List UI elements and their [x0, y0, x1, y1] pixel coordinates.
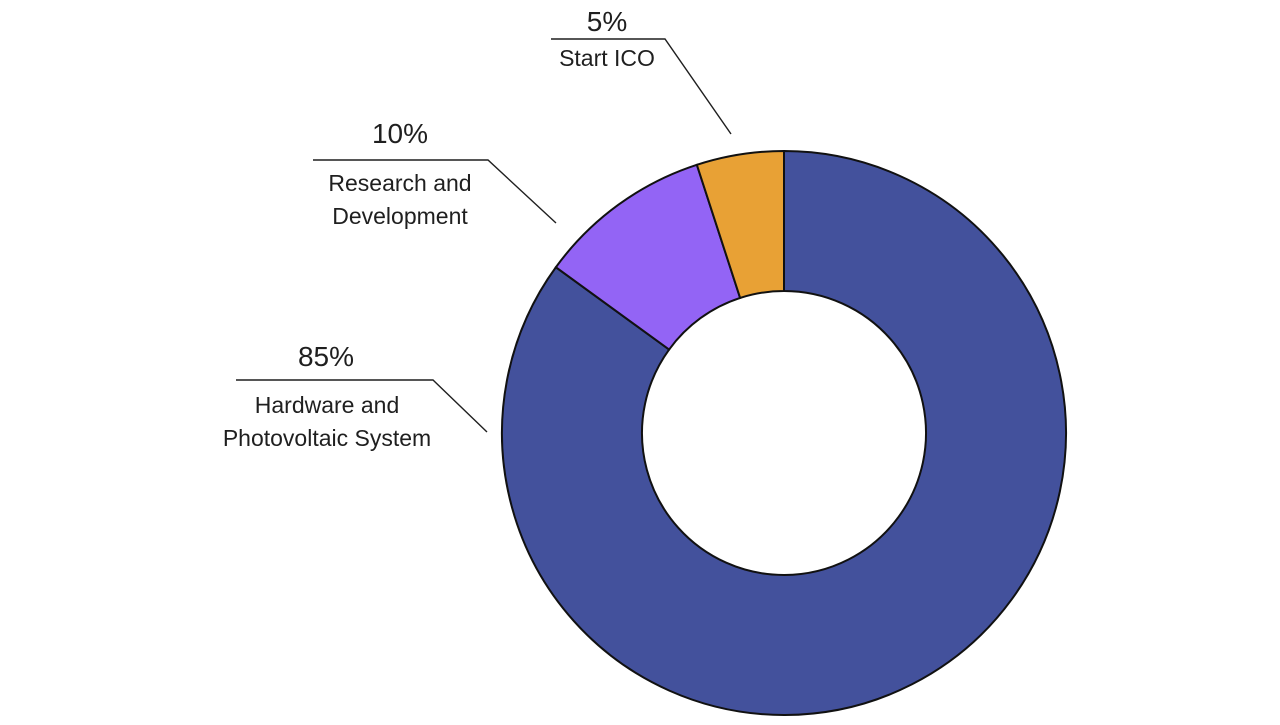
data-label-hardware-photovoltaic-name-line2: Photovoltaic System	[223, 425, 431, 451]
slices-group	[501, 149, 1067, 716]
annotation-start-ico: 5% Start ICO	[551, 6, 732, 135]
annotation-hardware-photovoltaic: 85% Hardware and Photovoltaic System	[223, 341, 488, 451]
leader-line-hardware-photovoltaic	[236, 379, 488, 433]
data-label-research-development-percent: 10%	[372, 118, 428, 149]
data-label-hardware-photovoltaic-name-line1: Hardware and	[255, 392, 399, 418]
data-label-research-development-name-line1: Research and	[328, 170, 471, 196]
leader-line-research-development	[313, 159, 557, 224]
data-label-start-ico-name: Start ICO	[559, 45, 655, 71]
slice-hardware-photovoltaic	[501, 149, 1067, 716]
data-label-research-development-name-line2: Development	[332, 203, 468, 229]
annotation-research-development: 10% Research and Development	[313, 118, 557, 229]
data-label-hardware-photovoltaic-percent: 85%	[298, 341, 354, 372]
slice-start-ico	[695, 149, 785, 300]
leader-line-start-ico	[551, 38, 732, 135]
data-label-start-ico-percent: 5%	[587, 6, 627, 37]
